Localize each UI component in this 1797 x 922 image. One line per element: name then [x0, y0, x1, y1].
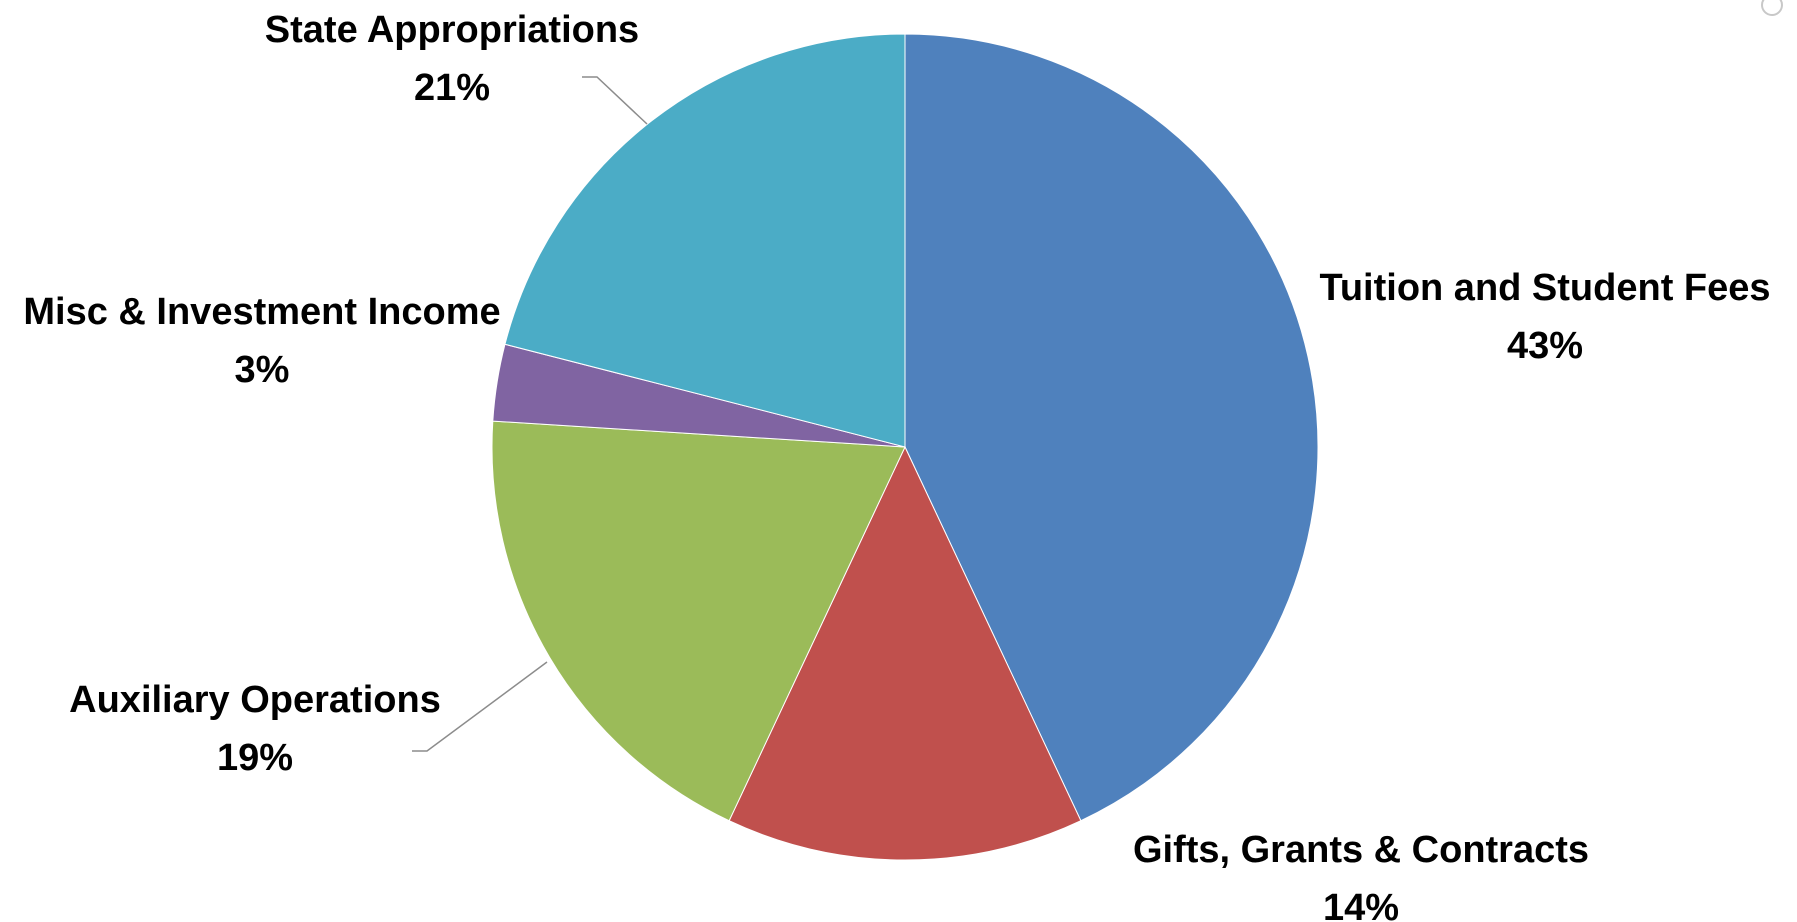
slice-label-misc: Misc & Investment Income: [23, 291, 500, 333]
slice-value-auxiliary: 19%: [217, 737, 293, 779]
leader-line-state-appropriations: [582, 76, 648, 125]
corner-scroll-indicator: [1761, 0, 1783, 16]
slice-value-gifts: 14%: [1323, 887, 1399, 922]
pie-slice-gifts-grants-contracts: [728, 445, 1082, 861]
slice-value-tuition: 43%: [1507, 325, 1583, 367]
leader-line-auxiliary-operations: [412, 661, 548, 752]
slice-label-gifts: Gifts, Grants & Contracts: [1133, 829, 1589, 871]
pie-slices: [491, 33, 1319, 861]
pie-slice-tuition-and-student-fees: [904, 33, 1319, 822]
slice-value-state: 21%: [414, 67, 490, 109]
pie-slice-state-appropriations: [504, 33, 906, 448]
slice-label-tuition: Tuition and Student Fees: [1319, 267, 1770, 309]
leader-lines: [412, 76, 648, 752]
pie-slice-auxiliary-operations: [491, 420, 906, 822]
slice-labels: Tuition and Student Fees 43% Gifts, Gran…: [23, 9, 1770, 922]
slice-label-auxiliary: Auxiliary Operations: [69, 679, 441, 721]
slice-value-misc: 3%: [235, 349, 290, 391]
slice-label-state: State Appropriations: [265, 9, 639, 51]
